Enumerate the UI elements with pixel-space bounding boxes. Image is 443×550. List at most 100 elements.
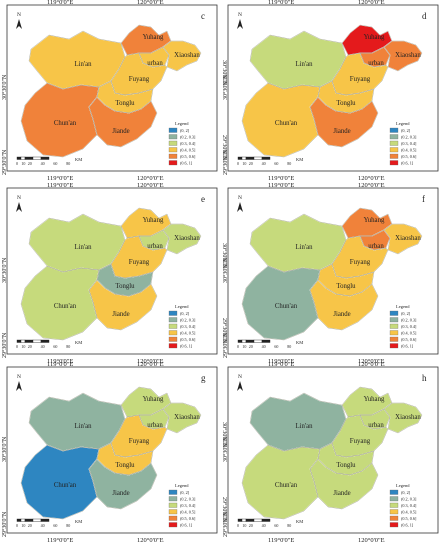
region-label-tonglu: Tonglu [115, 100, 135, 107]
map-panel-g: 119°0'0"E 120°0'0"E 119°0'0"E 120°0'0"E 30°3… [1, 361, 228, 544]
legend: Legend (0, 2](0.2, 0.3](0.3, 0.4](0.4, 0.… [389, 304, 417, 350]
scale-unit: KM [296, 519, 303, 524]
legend-swatch [389, 515, 399, 521]
scale-tick-label: 10 [242, 161, 246, 166]
legend-swatch [389, 310, 399, 316]
legend-swatch [168, 330, 178, 336]
legend-swatch [168, 323, 178, 329]
region-label-tonglu: Tonglu [336, 100, 356, 107]
scale-tick-label: 80 [287, 523, 291, 528]
scale-tick-label: 20 [28, 344, 32, 349]
longitude-label-bottom-west: 119°0'0"E [268, 358, 294, 365]
legend-title: Legend [396, 483, 410, 488]
legend-label: (0.3, 0.4] [180, 503, 196, 509]
legend-label: (0.5, 0.6] [180, 154, 196, 160]
scale-tick-label: 10 [21, 523, 25, 528]
region-label-urban: urban [368, 243, 384, 250]
region-label-yuhang: Yuhang [143, 34, 164, 41]
latitude-label-left-north: 30°30'0"N [222, 74, 229, 100]
panel-letter: h [422, 373, 427, 383]
region-label-fuyang: Fuyang [350, 259, 371, 266]
scale-tick-label: 60 [53, 344, 57, 349]
scale-tick-label: 20 [249, 344, 253, 349]
scale-bar: 0 10 20 40 60 80 KM [16, 156, 82, 166]
region-label-jiande: Jiande [112, 128, 129, 135]
legend-label: (0.2, 0.3] [180, 135, 196, 141]
scale-tick-label: 60 [274, 523, 278, 528]
region-label-tonglu: Tonglu [336, 283, 356, 290]
longitude-label-bottom-east: 120°0'0"E [358, 537, 385, 544]
scale-tick-label: 40 [41, 344, 45, 349]
legend-title: Legend [175, 483, 189, 488]
legend-swatch [389, 323, 399, 329]
longitude-label-bottom-east: 120°0'0"E [358, 358, 385, 365]
legend-label: (0.3, 0.4] [401, 141, 417, 147]
scale-tick-label: 0 [16, 523, 18, 528]
region-label-linan: Lin'an [295, 244, 313, 251]
longitude-label-bottom-east: 120°0'0"E [358, 175, 385, 182]
legend-swatch [168, 147, 178, 153]
legend-swatch [389, 522, 399, 528]
region-label-chunan: Chun'an [54, 303, 77, 310]
scale-tick-label: 40 [262, 523, 266, 528]
longitude-label-top-east: 120°0'0"E [358, 0, 385, 6]
map-panel-d: 119°0'0"E 120°0'0"E 119°0'0"E 120°0'0"E 30°3… [222, 0, 443, 182]
region-label-linan: Lin'an [74, 244, 92, 251]
scale-tick-label: 40 [41, 161, 45, 166]
scale-tick-label: 10 [21, 344, 25, 349]
region-label-xiaoshan: Xiaoshan [395, 414, 421, 421]
region-label-chunan: Chun'an [54, 120, 77, 127]
scale-tick-label: 0 [237, 344, 239, 349]
north-arrow-icon: N [16, 195, 22, 212]
panel-letter: d [422, 11, 427, 21]
region-label-yuhang: Yuhang [364, 217, 385, 224]
legend-swatch [168, 496, 178, 502]
region-label-chunan: Chun'an [54, 482, 77, 489]
region-label-fuyang: Fuyang [129, 438, 150, 445]
region-label-linan: Lin'an [74, 423, 92, 430]
latitude-label-right-north: 30°30'0"N [221, 422, 228, 448]
legend-swatch [168, 515, 178, 521]
legend-label: (0.5, 0.6] [401, 337, 417, 343]
legend-label: (0.2, 0.3] [401, 497, 417, 503]
legend-label: (0, 2] [401, 490, 411, 496]
legend-swatch [389, 153, 399, 159]
region-label-xiaoshan: Xiaoshan [395, 52, 421, 59]
legend-swatch [168, 134, 178, 140]
legend-swatch [389, 317, 399, 323]
region-label-chunan: Chun'an [275, 120, 298, 127]
legend-label: (0.4, 0.5] [180, 148, 196, 154]
scale-bar: 0 10 20 40 60 80 KM [237, 339, 303, 349]
legend-label: (0.5, 0.6] [401, 154, 417, 160]
region-label-jiande: Jiande [333, 490, 350, 497]
legend-label: (0.6, 1] [180, 344, 193, 350]
legend-label: (0, 2] [180, 128, 190, 134]
legend-label: (0.6, 1] [401, 344, 414, 350]
longitude-label-bottom-east: 120°0'0"E [137, 537, 164, 544]
north-arrow-icon: N [16, 12, 22, 29]
region-label-linan: Lin'an [295, 423, 313, 430]
legend: Legend (0, 2](0.2, 0.3](0.3, 0.4](0.4, 0.… [389, 121, 417, 167]
scale-tick-label: 10 [242, 344, 246, 349]
longitude-label-top-west: 119°0'0"E [47, 361, 73, 368]
region-label-xiaoshan: Xiaoshan [174, 52, 200, 59]
legend-swatch [389, 140, 399, 146]
panel-letter: g [201, 373, 206, 383]
scale-tick-label: 20 [249, 523, 253, 528]
legend-label: (0.6, 1] [401, 523, 414, 529]
region-label-yuhang: Yuhang [143, 217, 164, 224]
scale-bar: 0 10 20 40 60 80 KM [237, 518, 303, 528]
north-arrow-icon: N [237, 12, 243, 29]
region-label-yuhang: Yuhang [143, 396, 164, 403]
legend: Legend (0, 2](0.2, 0.3](0.3, 0.4](0.4, 0.… [168, 304, 196, 350]
scale-tick-label: 80 [66, 161, 70, 166]
latitude-label-left-north: 30°30'0"N [1, 74, 8, 100]
longitude-label-top-east: 120°0'0"E [137, 0, 164, 6]
legend-label: (0.2, 0.3] [180, 497, 196, 503]
scale-unit: KM [296, 157, 303, 162]
north-letter: N [17, 195, 21, 201]
legend-swatch [389, 147, 399, 153]
region-label-urban: urban [368, 60, 384, 67]
legend-label: (0.2, 0.3] [401, 318, 417, 324]
scale-tick-label: 60 [53, 523, 57, 528]
